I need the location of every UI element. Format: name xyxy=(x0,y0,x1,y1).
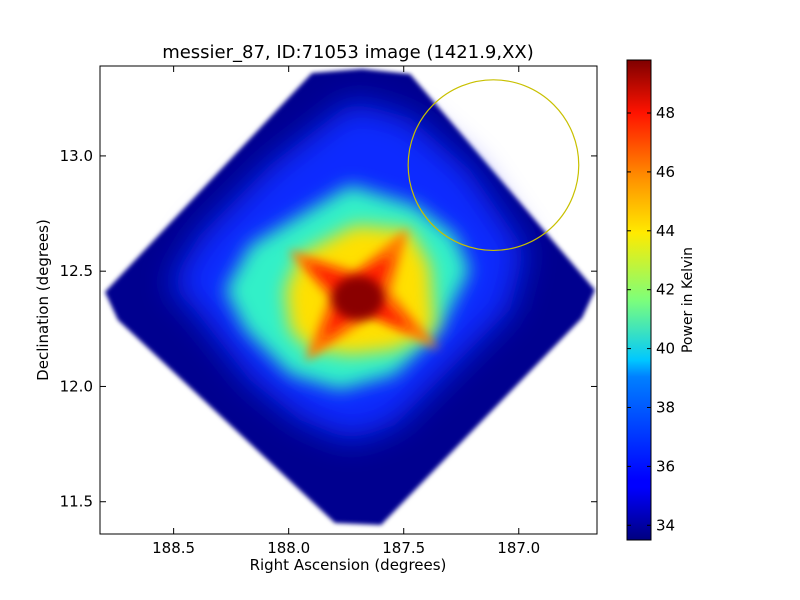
y-axis: 11.5 12.0 12.5 13.0 xyxy=(60,147,597,511)
heatmap-image xyxy=(105,69,595,525)
y-tick-label: 13.0 xyxy=(60,147,93,165)
y-tick-label: 12.0 xyxy=(60,377,93,395)
x-axis-label: Right Ascension (degrees) xyxy=(250,556,447,574)
colorbar-tick-label: 42 xyxy=(656,281,675,299)
annotation-circle xyxy=(407,79,580,252)
plot-frame xyxy=(99,65,598,535)
colorbar-ticks: 34 36 38 40 42 44 46 48 xyxy=(627,104,675,534)
chart-title: messier_87, ID:71053 image (1421.9,XX) xyxy=(162,42,534,63)
colorbar-tick-label: 38 xyxy=(656,398,675,416)
x-axis: 188.5 188.0 187.5 187.0 xyxy=(152,66,540,557)
x-tick-label: 188.0 xyxy=(267,539,310,557)
colorbar-label: Power in Kelvin xyxy=(680,247,696,353)
colorbar-tick-label: 36 xyxy=(656,457,675,475)
x-tick-label: 187.5 xyxy=(382,539,425,557)
y-tick-label: 12.5 xyxy=(60,262,93,280)
colorbar-tick-label: 40 xyxy=(656,340,675,358)
y-axis-label: Declination (degrees) xyxy=(34,219,52,381)
colorbar-tick-label: 34 xyxy=(656,516,675,534)
colorbar-tick-label: 44 xyxy=(656,222,675,240)
y-tick-label: 11.5 xyxy=(60,493,93,511)
plot-area: 188.5 188.0 187.5 187.0 11.5 12.0 12.5 13.0 xyxy=(60,65,598,557)
colorbar-tick-label: 46 xyxy=(656,163,675,181)
colorbar-gradient xyxy=(626,59,652,541)
emission-peak xyxy=(332,276,384,320)
x-tick-label: 188.5 xyxy=(152,539,195,557)
colorbar: 34 36 38 40 42 44 46 48 Power in Kelvin xyxy=(626,59,696,541)
x-tick-label: 187.0 xyxy=(497,539,540,557)
colorbar-tick-label: 48 xyxy=(656,104,675,122)
